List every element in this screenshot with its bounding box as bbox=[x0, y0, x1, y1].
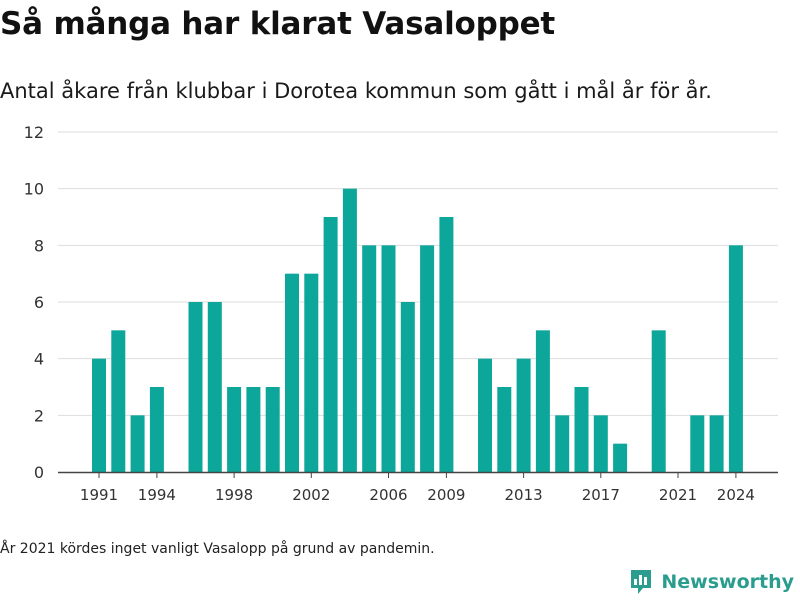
bar-2001[interactable] bbox=[285, 273, 299, 472]
x-tick-label: 2009 bbox=[427, 486, 465, 504]
axes: 0 2 4 6 8 10 12 1991 1994 1998 2002 2006 2009 2013 201… bbox=[24, 123, 778, 504]
gridlines bbox=[58, 131, 778, 416]
bar-2013[interactable] bbox=[516, 358, 531, 472]
y-tick-label: 12 bbox=[24, 123, 44, 142]
x-tick-label: 1991 bbox=[80, 486, 118, 504]
bar-2024[interactable] bbox=[728, 245, 743, 472]
bar-2011[interactable] bbox=[478, 358, 492, 472]
bar-1998[interactable] bbox=[227, 387, 242, 472]
x-tick-label: 2006 bbox=[369, 486, 407, 504]
bar-2012[interactable] bbox=[497, 387, 512, 472]
bar-1993[interactable] bbox=[130, 415, 145, 472]
bar-2002[interactable] bbox=[304, 273, 319, 472]
bars bbox=[92, 188, 743, 472]
bar-1991[interactable] bbox=[92, 358, 106, 472]
bar-1994[interactable] bbox=[149, 387, 164, 472]
bar-2017[interactable] bbox=[593, 415, 608, 472]
bar-2023[interactable] bbox=[709, 415, 724, 472]
bar-2018[interactable] bbox=[613, 443, 628, 472]
bar-1999[interactable] bbox=[246, 387, 261, 472]
brand-name: Newsworthy bbox=[661, 571, 794, 593]
x-tick-label: 1994 bbox=[138, 486, 176, 504]
x-tick-label: 2017 bbox=[582, 486, 620, 504]
bar-2004[interactable] bbox=[342, 188, 357, 472]
bar-2016[interactable] bbox=[574, 387, 589, 472]
x-tick-label: 2013 bbox=[505, 486, 543, 504]
bar-2014[interactable] bbox=[535, 330, 550, 472]
bar-2003[interactable] bbox=[323, 217, 338, 472]
bar-2007[interactable] bbox=[400, 302, 415, 472]
chart-title: Så många har klarat Vasaloppet bbox=[0, 6, 556, 42]
footnote: År 2021 kördes inget vanligt Vasalopp på… bbox=[0, 541, 435, 557]
bar-2022[interactable] bbox=[690, 415, 705, 472]
x-tick-label: 1998 bbox=[215, 486, 253, 504]
y-tick-label: 10 bbox=[24, 180, 44, 199]
bar-2020[interactable] bbox=[651, 330, 666, 472]
bar-2015[interactable] bbox=[555, 415, 570, 472]
bar-2009[interactable] bbox=[439, 217, 454, 472]
x-tick-label: 2021 bbox=[659, 486, 697, 504]
y-tick-label: 6 bbox=[34, 293, 44, 312]
y-tick-label: 2 bbox=[34, 406, 44, 425]
bar-1996[interactable] bbox=[188, 302, 203, 472]
bar-2005[interactable] bbox=[362, 245, 377, 472]
y-tick-label: 4 bbox=[34, 350, 44, 369]
x-tick-label: 2024 bbox=[717, 486, 755, 504]
bar-1997[interactable] bbox=[207, 302, 222, 472]
bar-chart: 0 2 4 6 8 10 12 1991 1994 1998 2002 2006 2009 2013 201… bbox=[24, 123, 778, 504]
bar-2006[interactable] bbox=[381, 245, 396, 472]
brand[interactable]: Newsworthy bbox=[629, 568, 794, 596]
bar-2008[interactable] bbox=[420, 245, 435, 472]
y-tick-label: 8 bbox=[34, 236, 44, 255]
x-tick-label: 2002 bbox=[292, 486, 330, 504]
bar-1992[interactable] bbox=[111, 330, 126, 472]
y-tick-label: 0 bbox=[34, 463, 44, 482]
chart-subtitle: Antal åkare från klubbar i Dorotea kommu… bbox=[0, 79, 712, 103]
newsworthy-logo-icon bbox=[631, 570, 652, 594]
bar-2000[interactable] bbox=[265, 387, 280, 472]
